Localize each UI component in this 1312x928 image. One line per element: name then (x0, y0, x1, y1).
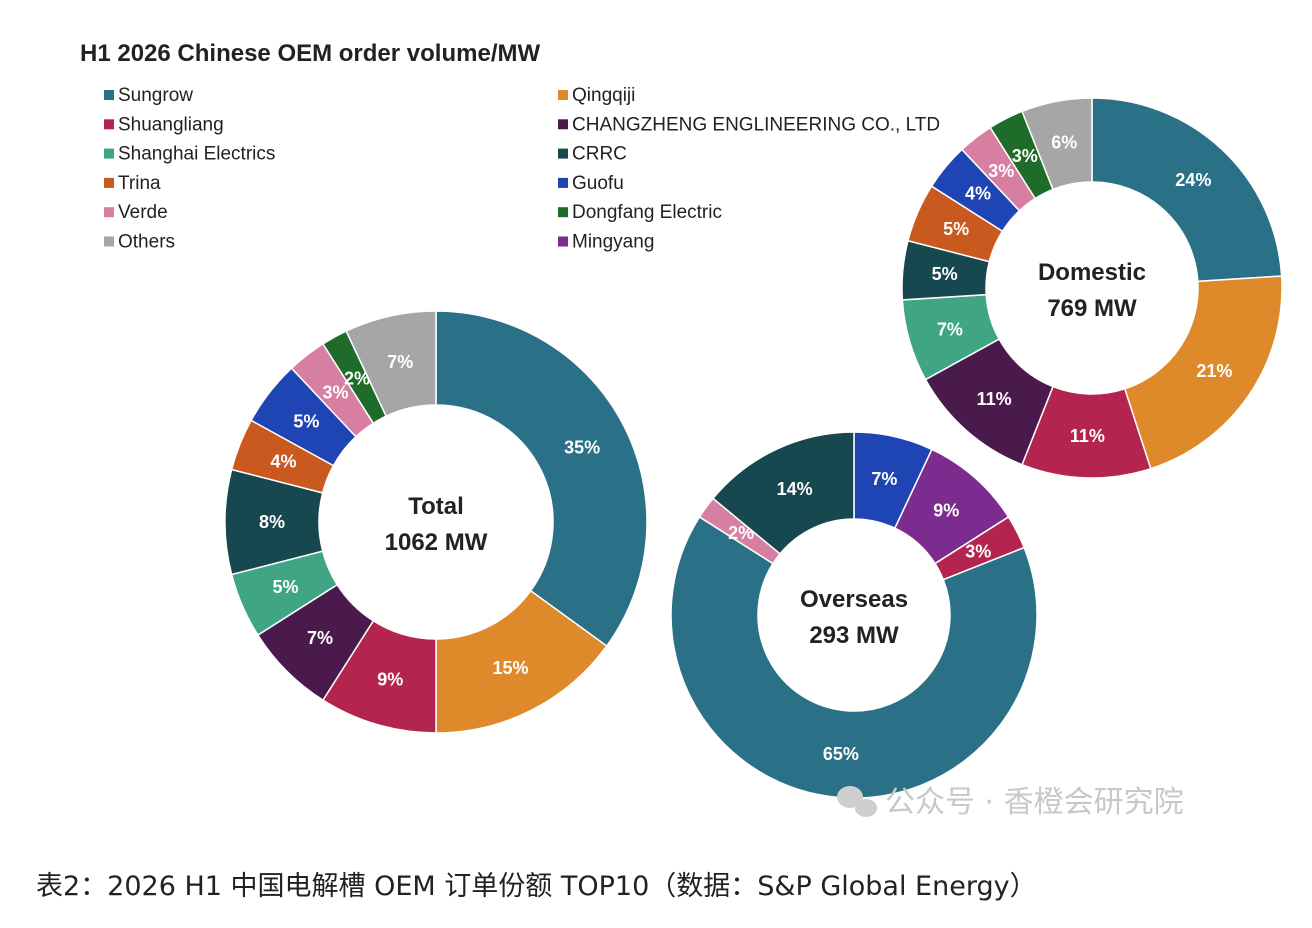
slice-label-dongfang-electric: 2% (344, 368, 370, 388)
legend-swatch (104, 236, 114, 247)
legend-label: Shanghai Electrics (118, 144, 275, 165)
legend-swatch (558, 90, 568, 100)
slice-label-changzheng-englineering-co-ltd: 11% (977, 389, 1012, 409)
slice-label-dongfang-electric: 3% (1012, 146, 1038, 166)
slice-label-guofu: 5% (293, 411, 319, 431)
slice-crrc (711, 431, 855, 555)
slice-label-shanghai-electrics: 5% (272, 577, 298, 597)
legend-item-dongfang-electric: Dongfang Electric (558, 202, 722, 223)
legend-swatch (558, 236, 568, 247)
slice-sungrow (1091, 97, 1283, 283)
slice-sungrow (435, 310, 648, 648)
watermark: 公众号 · 香橙会研究院 (837, 785, 1184, 820)
slice-label-shuangliang: 3% (965, 542, 991, 562)
slice-others (1021, 97, 1093, 191)
slice-label-verde: 3% (322, 382, 348, 402)
legend-item-qingqiji: Qingqiji (558, 85, 635, 106)
legend-swatch (104, 119, 114, 130)
legend-label: CRRC (572, 144, 627, 165)
legend-swatch (558, 177, 568, 188)
legend-label: Dongfang Electric (572, 202, 722, 223)
legend-label: Verde (118, 202, 168, 223)
chart-legend: Sungrow Qingqiji Shuangliang CHANGZHENG ENG… (104, 85, 940, 253)
slice-label-shuangliang: 9% (377, 669, 403, 689)
center-label: Overseas (800, 586, 908, 613)
legend-item-others: Others (104, 232, 175, 253)
legend-label: Shuangliang (118, 114, 224, 135)
slice-label-sungrow: 65% (823, 744, 859, 764)
slice-label-others: 7% (387, 352, 413, 372)
wechat-icon (837, 786, 877, 817)
donut-overseas: 7% 9% 3% 65% 2% 14% Overseas 293 MW (670, 431, 1038, 799)
slice-label-qingqiji: 15% (492, 658, 528, 678)
slice-others (345, 310, 437, 418)
slice-label-trina: 5% (943, 219, 969, 239)
legend-label: Qingqiji (572, 85, 635, 106)
slice-label-others: 6% (1051, 133, 1077, 153)
legend-swatch (558, 207, 568, 218)
slice-label-sungrow: 35% (564, 438, 600, 458)
legend-label: CHANGZHENG ENGLINEERING CO., LTD (572, 114, 940, 135)
legend-label: Mingyang (572, 232, 654, 253)
legend-swatch (558, 119, 568, 130)
slice-label-changzheng-englineering-co-ltd: 7% (307, 628, 333, 648)
chart-title: H1 2026 Chinese OEM order volume/MW (80, 40, 540, 67)
slice-label-guofu: 4% (965, 184, 991, 204)
slice-label-shanghai-electrics: 7% (937, 319, 963, 339)
slice-label-shuangliang: 11% (1070, 426, 1105, 446)
legend-swatch (104, 207, 114, 218)
legend-swatch (104, 177, 114, 188)
slice-label-sungrow: 24% (1175, 170, 1211, 190)
slice-label-mingyang: 9% (933, 500, 959, 520)
legend-item-changzheng-englineering-co-ltd: CHANGZHENG ENGLINEERING CO., LTD (558, 114, 940, 135)
slice-label-trina: 4% (271, 452, 297, 472)
slice-label-qingqiji: 21% (1196, 361, 1232, 381)
slice-label-crrc: 5% (932, 264, 958, 284)
slice-label-guofu: 7% (871, 469, 897, 489)
watermark-text: 公众号 · 香橙会研究院 (885, 785, 1184, 820)
legend-label: Sungrow (118, 85, 193, 106)
legend-item-guofu: Guofu (558, 173, 624, 194)
slice-label-verde: 3% (988, 161, 1014, 181)
slice-qingqiji (1123, 275, 1283, 470)
legend-swatch (104, 90, 114, 100)
legend-item-mingyang: Mingyang (558, 232, 654, 253)
center-value: 1062 MW (385, 529, 488, 556)
legend-item-crrc: CRRC (558, 144, 627, 165)
legend-label: Trina (118, 173, 161, 194)
slice-label-crrc: 14% (777, 479, 813, 499)
slice-label-verde: 2% (728, 523, 754, 543)
legend-item-shuangliang: Shuangliang (104, 114, 224, 135)
center-value: 769 MW (1047, 295, 1137, 322)
legend-label: Others (118, 232, 175, 253)
center-label: Domestic (1038, 259, 1146, 286)
legend-item-shanghai-electrics: Shanghai Electrics (104, 144, 275, 165)
center-label: Total (408, 493, 464, 520)
oem-donut-charts: H1 2026 Chinese OEM order volume/MW Sung… (80, 40, 1283, 820)
slice-sungrow (670, 515, 1038, 799)
legend-item-trina: Trina (104, 173, 161, 194)
legend-swatch (104, 148, 114, 159)
slice-label-crrc: 8% (259, 512, 285, 532)
figure-caption: 表2：2026 H1 中国电解槽 OEM 订单份额 TOP10（数据：S&P G… (36, 871, 1037, 902)
donut-domestic: 24% 21% 11% 11% 7% 5% 5% 4% 3%3% 6% Domestic 769 MW (901, 97, 1283, 479)
center-value: 293 MW (809, 622, 899, 649)
legend-item-verde: Verde (104, 202, 168, 223)
legend-item-sungrow: Sungrow (104, 85, 193, 106)
legend-swatch (558, 148, 568, 159)
legend-label: Guofu (572, 173, 624, 194)
